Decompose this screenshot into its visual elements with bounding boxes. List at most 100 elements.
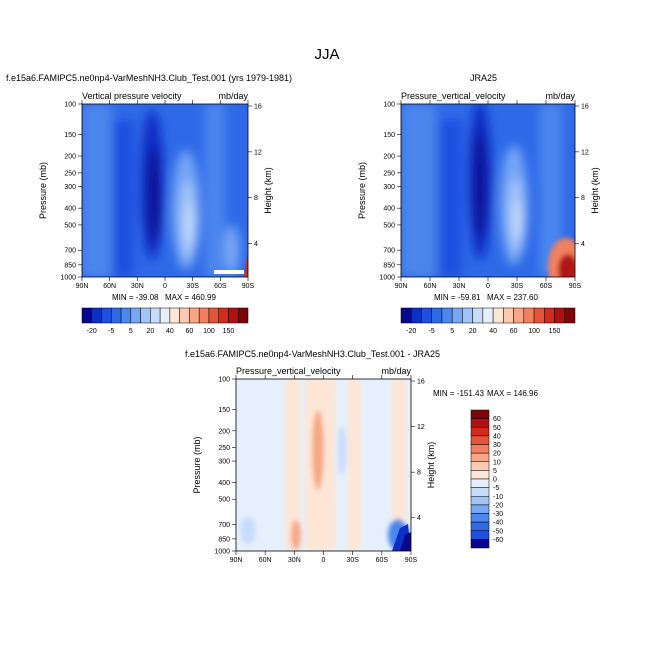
colorbar-label: 60 bbox=[510, 328, 518, 335]
colorbar-swatch bbox=[470, 504, 490, 514]
colorbar-swatch bbox=[431, 307, 443, 324]
panel-3-title: f.e15a6.FAMIPC5.ne0np4-VarMeshNH3.Club_T… bbox=[185, 349, 440, 359]
colorbar-label: 40 bbox=[489, 328, 497, 335]
colorbar-label: -60 bbox=[493, 537, 503, 544]
x-tick-label: 60S bbox=[214, 283, 227, 290]
y-tick-label: 700 bbox=[64, 248, 76, 255]
colorbar-swatch bbox=[159, 307, 171, 324]
colorbar-swatch bbox=[120, 307, 132, 324]
y-tick-label: 850 bbox=[64, 262, 76, 269]
y-tick-label: 150 bbox=[218, 407, 230, 414]
colorbar-swatch bbox=[470, 409, 490, 419]
x-tick-label: 30S bbox=[346, 557, 359, 564]
min-label: MIN = -59.81 bbox=[434, 293, 481, 302]
colorbar-swatch bbox=[111, 307, 122, 324]
colorbar-swatch bbox=[91, 307, 102, 324]
y2-tick-label: 8 bbox=[417, 470, 421, 477]
y2-tick-label: 16 bbox=[254, 104, 262, 111]
colorbar-swatch bbox=[150, 307, 161, 324]
y-tick-label: 150 bbox=[64, 132, 76, 139]
colorbar-label: -20 bbox=[406, 328, 416, 335]
y-axis-title: Pressure (mb) bbox=[357, 162, 367, 219]
colorbar-panel-1: -20 -5 5 20 40 60 100 150 bbox=[81, 307, 249, 335]
colorbar-swatch bbox=[441, 307, 453, 324]
colorbar-swatch bbox=[470, 418, 490, 428]
colorbar-swatch bbox=[533, 307, 545, 324]
x-tick-label: 90S bbox=[242, 283, 255, 290]
x-tick-label: 30S bbox=[511, 283, 524, 290]
colorbar-swatch bbox=[470, 478, 490, 488]
colorbar-swatch bbox=[179, 307, 190, 324]
y2-tick-label: 16 bbox=[417, 379, 425, 386]
min-label: MIN = -39.08 bbox=[112, 293, 159, 302]
colorbar-swatch bbox=[470, 539, 490, 549]
y-tick-label: 200 bbox=[64, 154, 76, 161]
colorbar-swatch bbox=[470, 530, 490, 540]
y-tick-label: 250 bbox=[383, 170, 395, 177]
y2-tick-label: 8 bbox=[581, 195, 585, 202]
colorbar-swatch bbox=[503, 307, 514, 324]
y-tick-label: 100 bbox=[383, 102, 395, 109]
y-tick-label: 850 bbox=[218, 536, 230, 543]
colorbar-label: -5 bbox=[493, 485, 499, 492]
colorbar-swatch bbox=[470, 435, 490, 445]
colorbar-swatch bbox=[198, 307, 210, 324]
colorbar-swatch bbox=[81, 307, 93, 324]
y-tick-label: 700 bbox=[218, 522, 230, 529]
y-tick-label: 500 bbox=[64, 222, 76, 229]
y2-tick-label: 8 bbox=[254, 195, 258, 202]
x-tick-label: 90N bbox=[76, 283, 89, 290]
x-tick-label: 90S bbox=[569, 283, 582, 290]
colorbar-swatch bbox=[400, 307, 412, 324]
x-tick-label: 90N bbox=[395, 283, 408, 290]
colorbar-swatch bbox=[218, 307, 229, 324]
field-label: Pressure_vertical_velocity bbox=[236, 366, 341, 376]
colorbar-label: 50 bbox=[493, 425, 501, 432]
colorbar-swatch bbox=[472, 307, 484, 324]
colorbar-swatch bbox=[470, 513, 490, 523]
colorbar-label: -20 bbox=[87, 328, 97, 335]
colorbar-swatch bbox=[482, 307, 494, 324]
x-tick-label: 0 bbox=[486, 283, 490, 290]
panel-3-field bbox=[236, 379, 411, 551]
y2-tick-label: 4 bbox=[417, 515, 421, 522]
colorbar-swatch bbox=[470, 427, 490, 437]
y2-tick-label: 4 bbox=[254, 241, 258, 248]
colorbar-label: 0 bbox=[493, 477, 497, 484]
y-tick-label: 250 bbox=[218, 445, 230, 452]
x-tick-label: 0 bbox=[163, 283, 167, 290]
min-label: MIN = -151.43 bbox=[433, 389, 484, 398]
y2-axis-title: Height (km) bbox=[426, 442, 436, 489]
colorbar-swatch bbox=[513, 307, 525, 324]
x-tick-label: 60N bbox=[103, 283, 116, 290]
colorbar-swatch bbox=[564, 307, 576, 324]
y2-tick-label: 12 bbox=[417, 424, 425, 431]
colorbar-label: 5 bbox=[450, 328, 454, 335]
x-tick-label: 30N bbox=[131, 283, 144, 290]
colorbar-swatch bbox=[410, 307, 422, 324]
colorbar-label: 40 bbox=[493, 433, 501, 440]
y2-axis-title: Height (km) bbox=[590, 167, 600, 214]
colorbar-swatch bbox=[237, 307, 249, 324]
y2-tick-label: 4 bbox=[581, 241, 585, 248]
y-tick-label: 250 bbox=[64, 170, 76, 177]
colorbar-swatch bbox=[208, 307, 219, 324]
y-axis-title: Pressure (mb) bbox=[192, 436, 202, 493]
y2-tick-label: 12 bbox=[254, 149, 262, 156]
colorbar-label: 5 bbox=[493, 468, 497, 475]
y-tick-label: 300 bbox=[218, 459, 230, 466]
x-tick-label: 60S bbox=[540, 283, 553, 290]
main-title: JJA bbox=[314, 46, 340, 63]
colorbar-swatch bbox=[470, 444, 490, 454]
colorbar-swatch bbox=[554, 307, 566, 324]
y-tick-label: 100 bbox=[218, 377, 230, 384]
x-tick-label: 90N bbox=[230, 557, 243, 564]
colorbar-swatch bbox=[421, 307, 432, 324]
y-tick-label: 850 bbox=[383, 262, 395, 269]
panel-3-axes: 100150200250300400500700850100016128490N… bbox=[192, 366, 538, 564]
panel-2-title: JRA25 bbox=[470, 73, 498, 83]
colorbar-swatch bbox=[470, 487, 490, 497]
x-tick-label: 60S bbox=[376, 557, 389, 564]
